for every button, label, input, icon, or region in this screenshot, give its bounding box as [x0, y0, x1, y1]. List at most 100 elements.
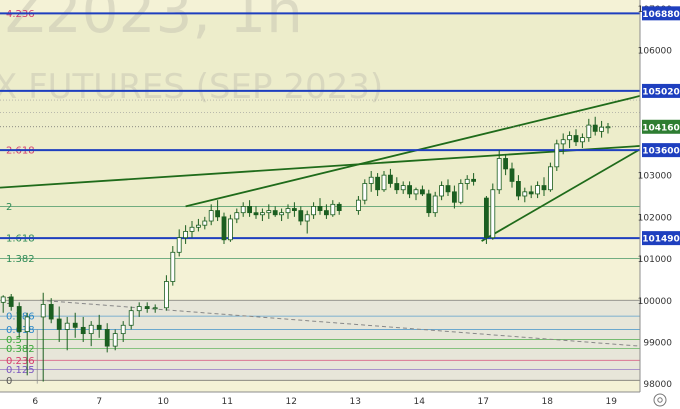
time-tick-label: 17 [477, 397, 488, 407]
fib-level-label: 0.382 [6, 344, 35, 355]
price-tick-label: 101000 [638, 255, 673, 265]
candle-body [413, 189, 419, 195]
candle-body [128, 310, 134, 326]
candle-body [580, 137, 585, 143]
candle-body [419, 189, 425, 195]
time-tick-label: 7 [96, 397, 102, 407]
candle-body [163, 281, 169, 309]
fib-level-label: 2 [6, 202, 12, 213]
candle-body [291, 208, 297, 211]
current-price-badge [642, 119, 680, 134]
candle-body [458, 183, 464, 203]
candle-body [104, 329, 110, 347]
candle-body [88, 324, 94, 335]
candle-body [464, 178, 470, 184]
price-axis-labels: 106880 105020 103600 101490 104160 [642, 6, 680, 246]
candle-body [541, 185, 547, 191]
settings-icon[interactable] [653, 393, 667, 407]
candle-body [516, 181, 521, 197]
candle-body [592, 124, 598, 132]
price-tick-label: 103000 [638, 172, 673, 182]
candle-body [0, 296, 6, 303]
price-tick-label: 100000 [638, 297, 673, 307]
candle-body [599, 126, 604, 132]
price-level-badge [642, 143, 680, 158]
candle-body [439, 185, 445, 197]
candle-body [64, 322, 70, 330]
candle-body [208, 210, 214, 222]
time-axis-background [0, 392, 640, 409]
candle-body [221, 216, 227, 241]
candle-body [375, 176, 381, 191]
candlesticks [0, 116, 611, 382]
candle-body [567, 135, 572, 141]
candle-body [368, 176, 374, 184]
time-tick-label: 10 [157, 397, 169, 407]
shaded-zone-lower [0, 300, 640, 381]
candle-body [144, 306, 150, 309]
candle-body [490, 189, 496, 239]
candle-body [445, 185, 451, 193]
candle-body [394, 183, 400, 191]
candle-body [554, 143, 560, 168]
candle-body [285, 208, 291, 214]
time-tick-label: 12 [285, 397, 296, 407]
candle-body [362, 183, 368, 201]
candle-body [215, 210, 221, 218]
price-level-badge-label: 105020 [642, 87, 680, 97]
price-tick-label: 102000 [638, 213, 673, 223]
candle-body [400, 185, 406, 191]
candle-body [381, 174, 387, 191]
price-tick-label: 98000 [643, 380, 672, 390]
candle-body [253, 212, 259, 216]
candle-body [304, 214, 310, 222]
candle-body [40, 304, 46, 318]
candle-body [535, 185, 540, 195]
current-price-badge-label: 104160 [642, 123, 680, 133]
candle-body [56, 318, 62, 330]
price-level-badge [642, 83, 680, 98]
candle-body [496, 158, 502, 191]
price-level-badge-label: 103600 [642, 147, 680, 157]
price-tick-label: 106000 [638, 47, 673, 57]
candle-body [80, 326, 86, 335]
candle-body [528, 191, 534, 195]
fib-level-label: 1.382 [6, 254, 35, 265]
candle-body [387, 174, 393, 184]
candle-body [72, 322, 78, 328]
candle-body [136, 306, 142, 312]
price-axis-background [640, 0, 680, 409]
candle-body [189, 226, 195, 232]
candle-body [48, 304, 54, 320]
price-level-badge-label: 106880 [642, 10, 680, 20]
candle-body [202, 220, 208, 226]
candle-body [432, 195, 438, 214]
candle-body [317, 206, 323, 211]
candle-body [96, 324, 102, 330]
candle-body [323, 210, 329, 216]
candle-body [605, 126, 611, 129]
time-tick-label: 19 [605, 397, 617, 407]
time-tick-label: 11 [221, 397, 232, 407]
fib-level-label: 0.125 [6, 365, 35, 376]
candle-body [311, 206, 317, 216]
candle-body [183, 231, 189, 239]
time-tick-label: 6 [32, 397, 38, 407]
price-tick-label: 99000 [643, 338, 672, 348]
candle-body [336, 203, 342, 211]
candle-body [407, 185, 413, 195]
trend-line [185, 95, 641, 208]
candle-body [471, 178, 477, 182]
candle-body [560, 139, 566, 145]
candle-body [483, 197, 489, 239]
candle-body [586, 124, 592, 139]
candle-body [548, 166, 553, 191]
candle-body [120, 324, 126, 335]
candle-body [112, 333, 118, 347]
candle-body [509, 168, 515, 182]
candle-body [272, 210, 278, 216]
price-level-lines [0, 12, 640, 240]
fib-level-label: 0.5 [6, 335, 22, 346]
candle-body [240, 206, 246, 214]
